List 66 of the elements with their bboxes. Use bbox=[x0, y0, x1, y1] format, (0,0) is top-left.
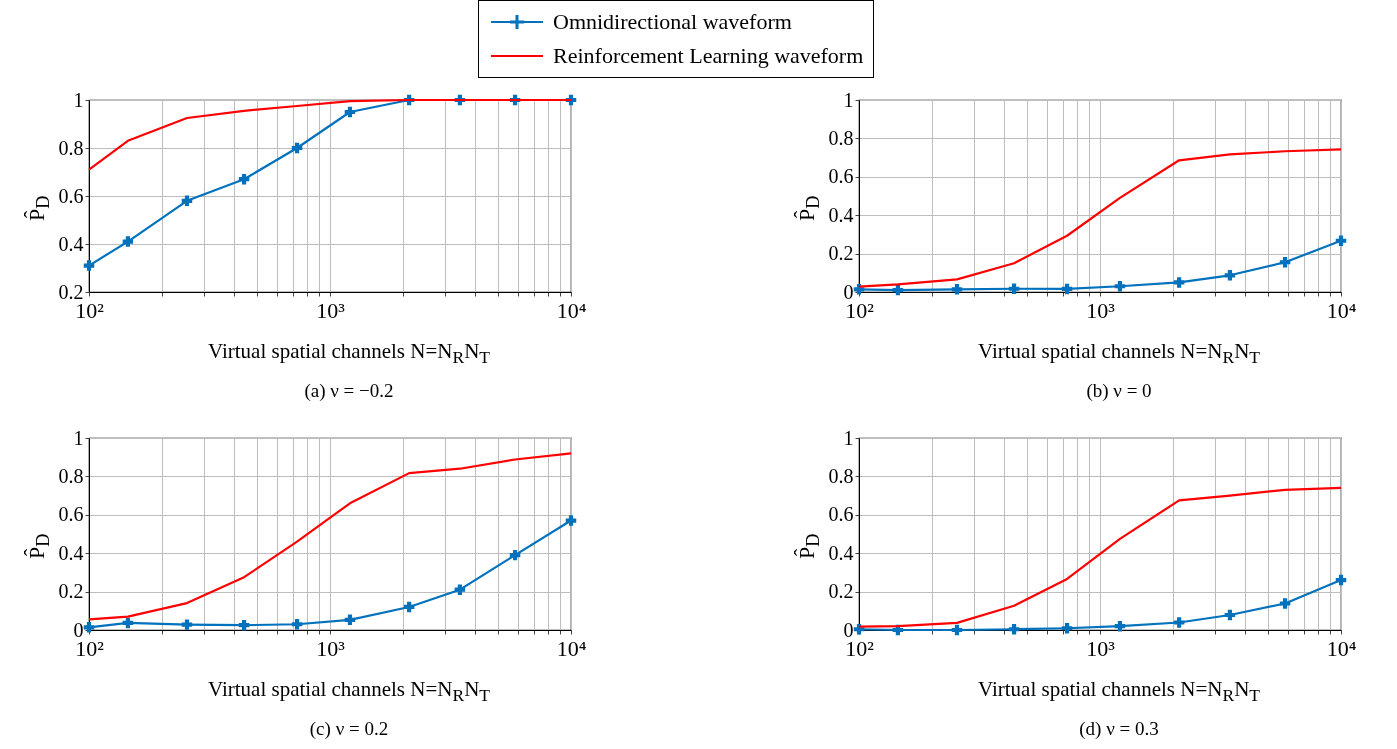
point bbox=[1279, 598, 1291, 609]
y-tick-label: 0 bbox=[73, 618, 84, 641]
y-tick-label: 0.6 bbox=[828, 165, 854, 188]
point bbox=[1114, 620, 1126, 632]
x-tick-label: 10³ bbox=[1086, 297, 1116, 323]
point bbox=[951, 624, 963, 636]
point bbox=[951, 284, 963, 295]
point bbox=[1224, 270, 1236, 281]
x-tick-label: 10⁴ bbox=[556, 635, 587, 661]
x-tick-label: 10³ bbox=[1086, 635, 1116, 661]
text: (a) ν = −0.2 bbox=[303, 380, 395, 403]
y-tick-label: 1 bbox=[73, 88, 84, 111]
y-tick-label: 0.2 bbox=[828, 580, 854, 603]
point bbox=[344, 614, 356, 626]
x-tick-label: 10³ bbox=[316, 635, 346, 661]
legend-label: Omnidirectional waveform bbox=[553, 9, 792, 35]
point bbox=[344, 106, 356, 118]
point bbox=[1114, 281, 1126, 292]
point bbox=[1224, 609, 1236, 621]
point bbox=[181, 195, 193, 207]
x-axis-title: Virtual spatial channels N=N$_{R}$N$_{T}$ bbox=[977, 339, 1261, 369]
point bbox=[565, 515, 577, 526]
point bbox=[1008, 623, 1020, 635]
x-axis-title: Virtual spatial channels N=N$_{R}$N$_{T}$ bbox=[207, 339, 491, 369]
x-axis-title: Virtual spatial channels N=N$_{R}$N$_{T}$ bbox=[977, 677, 1261, 707]
y-tick-label: 0.2 bbox=[58, 580, 84, 603]
legend-label: Reinforcement Learning waveform bbox=[553, 43, 864, 69]
y-tick-label: 0.4 bbox=[828, 541, 854, 564]
point bbox=[1279, 257, 1291, 268]
x-tick-label: 10³ bbox=[316, 297, 346, 323]
y-tick-label: 0.4 bbox=[58, 232, 84, 255]
y-tick-label: 1 bbox=[73, 426, 84, 449]
point bbox=[181, 619, 193, 630]
point bbox=[1008, 283, 1020, 294]
y-tick-label: 1 bbox=[843, 88, 854, 111]
point bbox=[1061, 283, 1073, 295]
x-tick-label: 10⁴ bbox=[1326, 635, 1357, 661]
point bbox=[1335, 235, 1347, 246]
text: (b) ν = 0 bbox=[1085, 380, 1153, 403]
text: (c) ν = 0.2 bbox=[308, 718, 390, 741]
y-tick-label: 0.4 bbox=[58, 541, 84, 564]
y-tick-label: 0.8 bbox=[828, 126, 854, 149]
y-tick-label: 0.8 bbox=[828, 464, 854, 487]
y-tick-label: 1 bbox=[843, 426, 854, 449]
y-tick-label: 0.2 bbox=[828, 242, 854, 265]
y-tick-label: 0 bbox=[843, 280, 854, 303]
y-tick-label: 0.8 bbox=[58, 136, 84, 159]
point bbox=[1335, 574, 1347, 586]
y-tick-label: 0.4 bbox=[828, 203, 854, 226]
x-axis-title: Virtual spatial channels N=N$_{R}$N$_{T}$ bbox=[207, 677, 491, 707]
x-tick-label: 10⁴ bbox=[556, 297, 587, 323]
point bbox=[509, 549, 521, 561]
y-tick-label: 0.6 bbox=[58, 503, 84, 526]
y-tick-label: 0.8 bbox=[58, 464, 84, 487]
point bbox=[291, 619, 303, 630]
y-tick-label: 0.6 bbox=[828, 503, 854, 526]
point bbox=[238, 619, 250, 631]
y-tick-label: 0.2 bbox=[58, 280, 84, 303]
point bbox=[238, 173, 250, 185]
y-tick-label: 0 bbox=[843, 618, 854, 641]
text: (d) ν = 0.3 bbox=[1078, 718, 1160, 741]
point bbox=[291, 142, 303, 154]
point bbox=[454, 584, 466, 595]
point bbox=[1061, 623, 1073, 634]
x-tick-label: 10⁴ bbox=[1326, 297, 1357, 323]
y-tick-label: 0.6 bbox=[58, 184, 84, 207]
